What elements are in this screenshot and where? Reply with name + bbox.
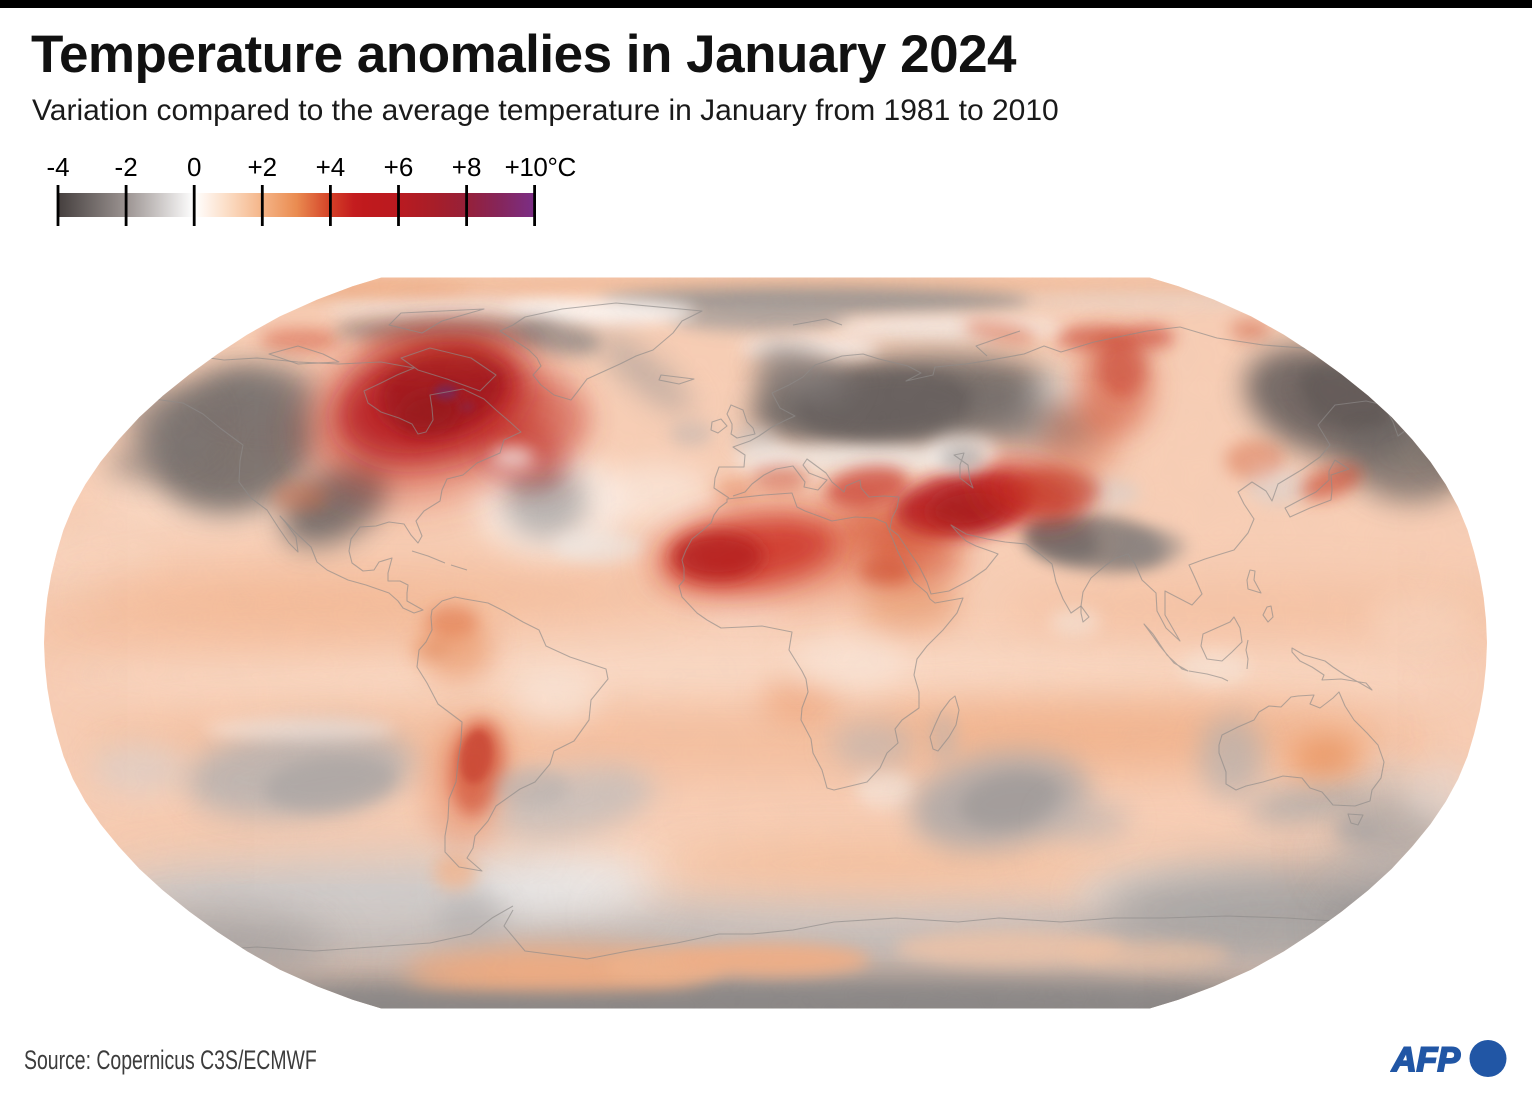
svg-text:-2: -2 xyxy=(115,152,138,182)
svg-text:0: 0 xyxy=(187,152,201,182)
svg-text:+2: +2 xyxy=(247,152,277,182)
svg-text:-4: -4 xyxy=(46,152,69,182)
svg-text:+8: +8 xyxy=(452,152,482,182)
svg-text:AFP: AFP xyxy=(1391,1041,1460,1079)
svg-text:+6: +6 xyxy=(384,152,414,182)
svg-text:+4: +4 xyxy=(316,152,346,182)
svg-text:+10°C: +10°C xyxy=(505,152,576,182)
